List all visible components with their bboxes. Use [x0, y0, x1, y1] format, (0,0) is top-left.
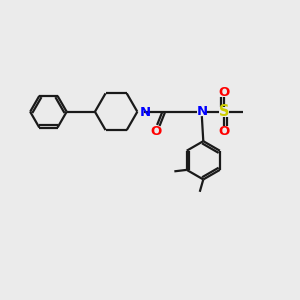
- Text: O: O: [218, 86, 230, 99]
- Text: O: O: [218, 125, 230, 138]
- Text: O: O: [150, 125, 161, 138]
- Text: N: N: [196, 105, 207, 118]
- Text: S: S: [219, 104, 229, 119]
- Text: N: N: [140, 106, 151, 119]
